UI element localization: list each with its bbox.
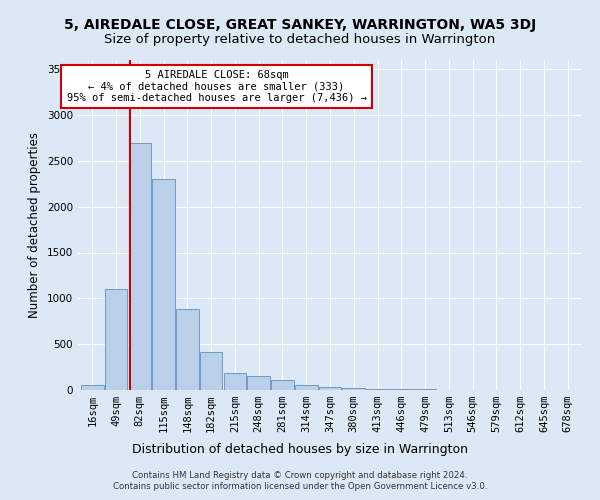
Bar <box>366 388 389 390</box>
Bar <box>319 387 341 390</box>
Bar <box>390 389 413 390</box>
Bar <box>200 352 223 390</box>
Text: Size of property relative to detached houses in Warrington: Size of property relative to detached ho… <box>104 32 496 46</box>
Text: Contains HM Land Registry data © Crown copyright and database right 2024.: Contains HM Land Registry data © Crown c… <box>132 470 468 480</box>
Bar <box>81 384 104 390</box>
Bar <box>295 384 317 390</box>
Bar <box>105 289 127 390</box>
Text: Distribution of detached houses by size in Warrington: Distribution of detached houses by size … <box>132 442 468 456</box>
Bar <box>247 376 270 390</box>
Text: 5, AIREDALE CLOSE, GREAT SANKEY, WARRINGTON, WA5 3DJ: 5, AIREDALE CLOSE, GREAT SANKEY, WARRING… <box>64 18 536 32</box>
Bar <box>271 380 294 390</box>
Bar <box>152 179 175 390</box>
Text: 5 AIREDALE CLOSE: 68sqm
← 4% of detached houses are smaller (333)
95% of semi-de: 5 AIREDALE CLOSE: 68sqm ← 4% of detached… <box>67 70 367 103</box>
Bar <box>224 372 246 390</box>
Y-axis label: Number of detached properties: Number of detached properties <box>28 132 41 318</box>
Bar <box>176 310 199 390</box>
Bar <box>343 388 365 390</box>
Text: Contains public sector information licensed under the Open Government Licence v3: Contains public sector information licen… <box>113 482 487 491</box>
Bar <box>128 142 151 390</box>
